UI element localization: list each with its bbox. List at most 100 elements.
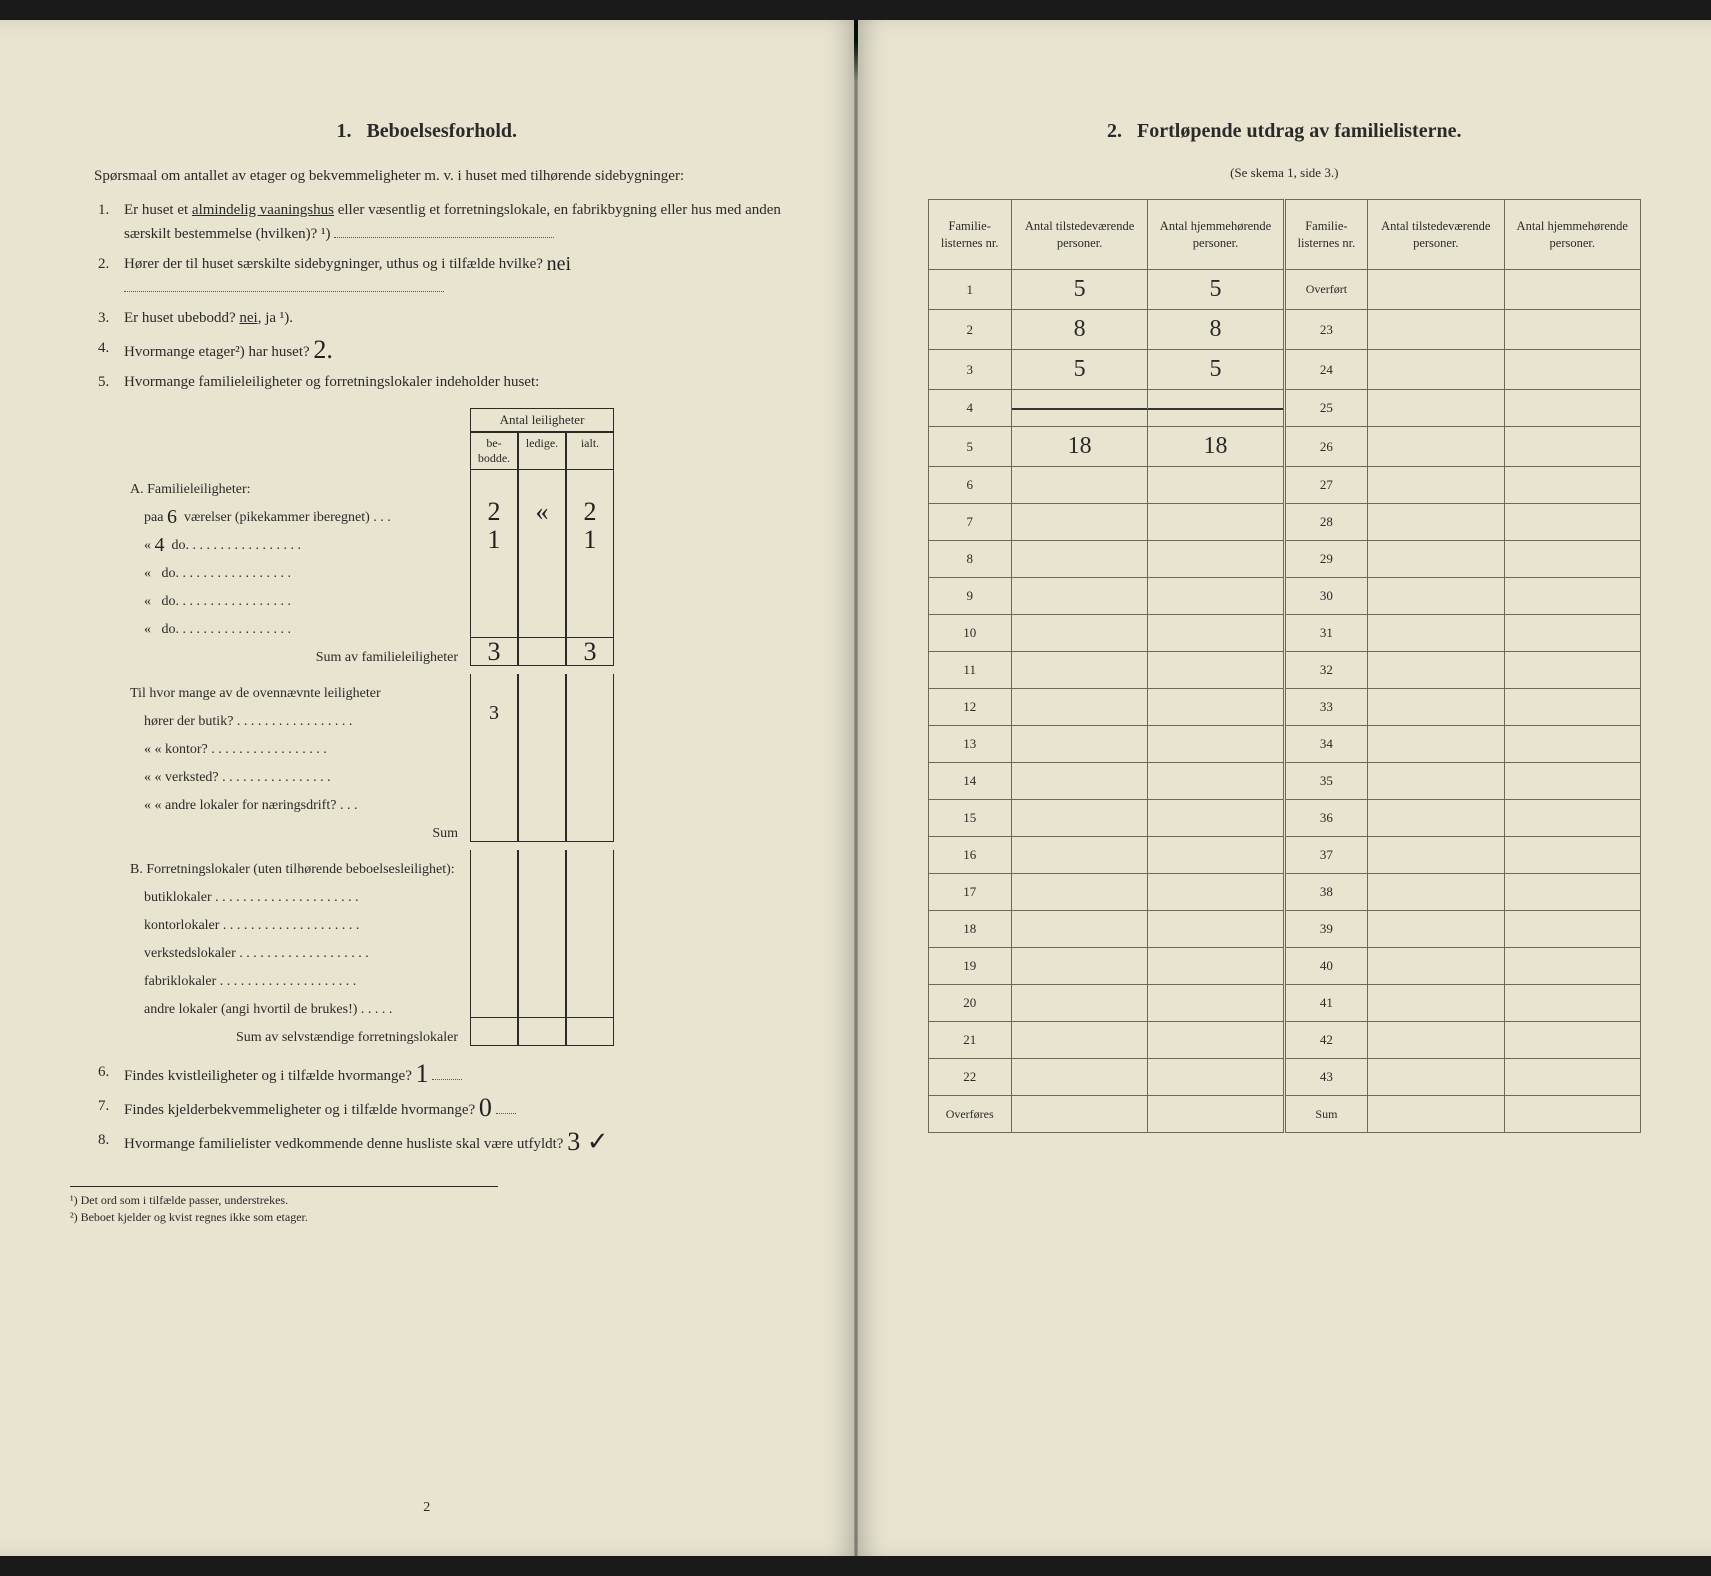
family-home-right [1504,467,1640,504]
family-row: 35524 [928,350,1641,390]
th-pres-1: Antal tilstedeværende personer. [1011,200,1147,270]
family-home-right [1504,1022,1640,1059]
family-table-head: Familie-listernes nr. Antal tilstedevære… [928,200,1641,270]
section-b-label: B. Forretningslokaler (uten tilhørende b… [130,862,470,878]
family-home-right [1504,985,1640,1022]
family-pres-right [1368,800,1504,837]
family-nr-left: 9 [928,578,1011,615]
family-home-left [1148,615,1284,652]
family-row: 829 [928,541,1641,578]
family-nr-left: 12 [928,689,1011,726]
q8-num: 8. [98,1128,109,1152]
q3-after: ja ¹). [261,310,293,326]
section-2-subtitle: (Se skema 1, side 3.) [928,165,1642,181]
apt-rooms-hand: 6 [167,508,177,526]
family-nr-right: 34 [1284,726,1367,763]
sum-a-label: Sum av familieleiligheter [130,650,470,666]
family-row: 1839 [928,911,1641,948]
midq-row: « « andre lokaler for næringsdrift? . . … [130,786,784,814]
family-pres-left: 18 [1011,427,1147,467]
apt-header-top: Antal leiligheter [470,408,614,432]
family-home-right [1504,726,1640,763]
family-home-right [1504,350,1640,390]
sum-a-be: 3 [488,640,501,663]
family-pres-right [1368,504,1504,541]
apt-b-label: kontorlokaler . . . . . . . . . . . . . … [130,918,470,934]
family-pres-left: 5 [1011,350,1147,390]
family-nr-right: 25 [1284,390,1367,427]
apt-row-a: « 4 do. . . . . . . . . . . . . . . . .1… [130,526,784,554]
apt-b-label: andre lokaler (angi hvortil de brukes!) … [130,1002,470,1018]
family-nr-right: 42 [1284,1022,1367,1059]
family-nr-left: 3 [928,350,1011,390]
family-row: 2243 [928,1059,1641,1096]
midq-label: « « andre lokaler for næringsdrift? . . … [130,798,470,814]
family-home-right [1504,390,1640,427]
section-1-label: Beboelsesforhold. [366,120,517,142]
th-home-2: Antal hjemmehørende personer. [1504,200,1640,270]
q4-text: Hvormange etager²) har huset? [124,344,310,360]
family-nr-left: 22 [928,1059,1011,1096]
question-7: 7. Findes kjelderbekvemmeligheter og i t… [98,1094,784,1122]
q7-handwriting: 0 [479,1096,492,1119]
family-home-left: 5 [1148,350,1284,390]
sum-b-label: Sum av selvstændige forretningslokaler [130,1030,470,1046]
family-nr-left: 10 [928,615,1011,652]
question-3: 3. Er huset ubebodd? nei, ja ¹). [98,306,784,330]
midq-label: « « verksted? . . . . . . . . . . . . . … [130,770,470,786]
family-nr-left: 11 [928,652,1011,689]
family-home-left: 5 [1148,270,1284,310]
family-row: 5181826 [928,427,1641,467]
midq-line1-row: Til hvor mange av de ovennævnte leilighe… [130,674,784,702]
family-pres-left: 8 [1011,310,1147,350]
q6-handwriting: 1 [416,1062,429,1085]
family-pres-left [1011,390,1147,427]
family-home-left [1148,578,1284,615]
family-home-left [1148,652,1284,689]
family-home-left [1148,1022,1284,1059]
q1-underlined: almindelig vaaningshus [192,202,334,218]
family-pres-left [1011,504,1147,541]
family-home-right [1504,1059,1640,1096]
sum-b-row: Sum av selvstændige forretningslokaler [130,1018,784,1046]
apt-row-b: kontorlokaler . . . . . . . . . . . . . … [130,906,784,934]
family-home-left [1148,390,1284,427]
family-pres-left [1011,652,1147,689]
family-home-left [1148,800,1284,837]
family-pres-right [1368,726,1504,763]
midq-line1: Til hvor mange av de ovennævnte leilighe… [130,686,470,702]
question-1: 1. Er huset et almindelig vaaningshus el… [98,198,784,246]
family-pres-right [1368,874,1504,911]
th-home-1: Antal hjemmehørende personer. [1148,200,1284,270]
family-home-left [1148,726,1284,763]
family-nr-left: 6 [928,467,1011,504]
family-nr-left: 5 [928,427,1011,467]
family-pres-right [1368,427,1504,467]
question-6: 6. Findes kvistleiligheter og i tilfælde… [98,1060,784,1088]
apt-row-a: « do. . . . . . . . . . . . . . . . . [130,610,784,638]
q2-num: 2. [98,252,109,276]
family-nr-left: 14 [928,763,1011,800]
family-pres-right [1368,652,1504,689]
midq-hand: 3 [489,704,499,722]
family-row: 627 [928,467,1641,504]
q7-blank [496,1113,516,1114]
midq-label: hører der butik? . . . . . . . . . . . .… [130,714,470,730]
overfort-label: Overført [1284,270,1367,310]
family-row: 1738 [928,874,1641,911]
family-home-left [1148,1059,1284,1096]
family-nr-left: 7 [928,504,1011,541]
question-list: 1. Er huset et almindelig vaaningshus el… [98,198,784,394]
family-nr-right: 41 [1284,985,1367,1022]
family-home-right [1504,800,1640,837]
family-pres-right [1368,689,1504,726]
apt-rooms-hand: 4 [155,536,165,554]
family-row: 1132 [928,652,1641,689]
family-pres-left [1011,911,1147,948]
q5-text: Hvormange familieleiligheter og forretni… [124,374,539,390]
family-nr-right: 24 [1284,350,1367,390]
section-1-title: 1. Beboelsesforhold. [70,120,784,143]
family-row: 425 [928,390,1641,427]
family-nr-right: 37 [1284,837,1367,874]
family-nr-right: 30 [1284,578,1367,615]
